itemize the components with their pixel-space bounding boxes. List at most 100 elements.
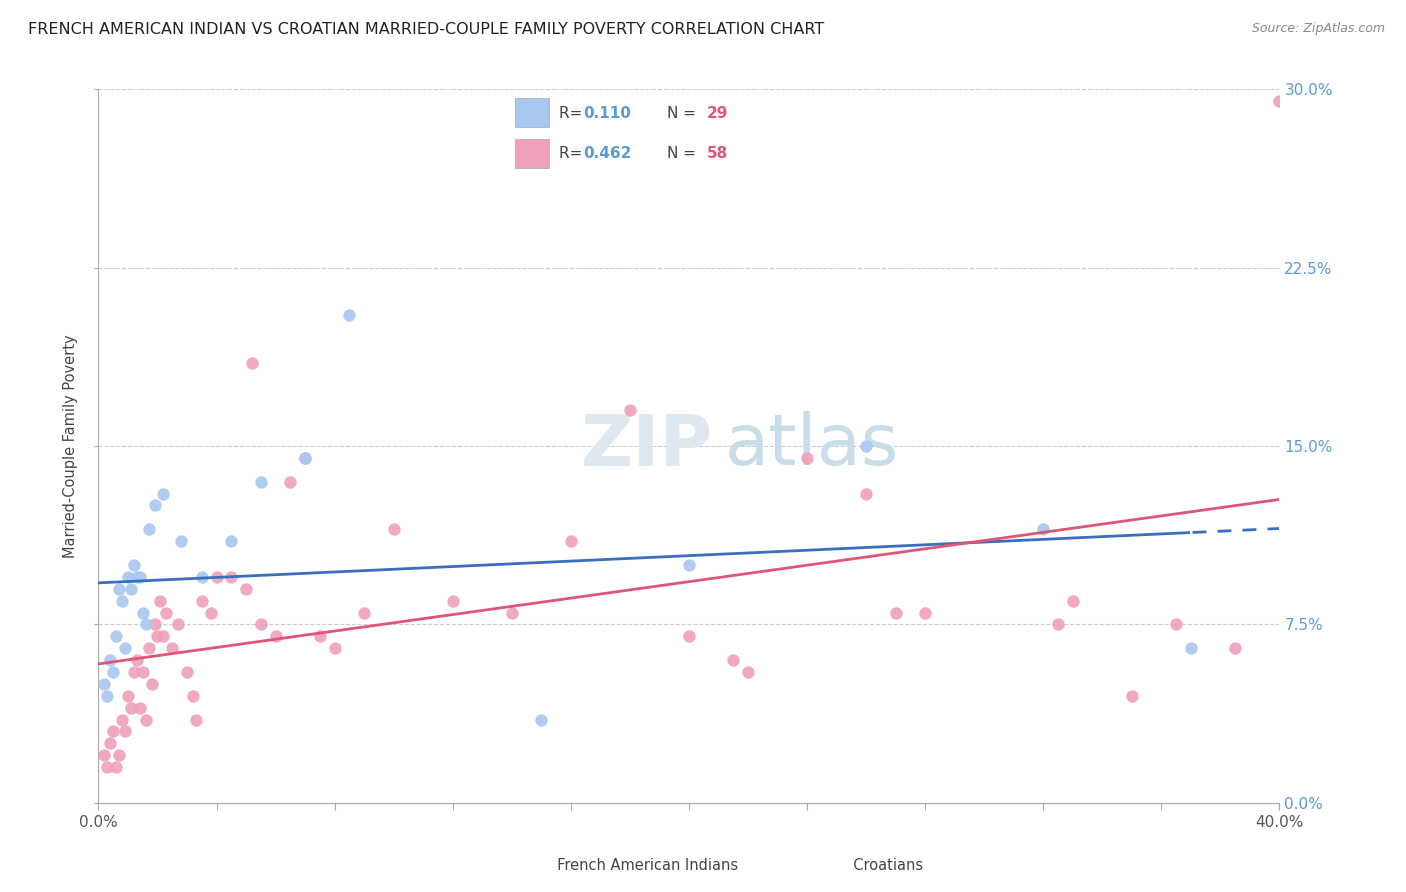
Text: French American Indians: French American Indians [548,858,738,872]
Point [152,629,174,643]
Point [737,665,759,679]
Point [93,748,115,763]
Point [125,570,148,584]
Point [155,606,177,620]
Point [294,450,316,465]
Point [1062,593,1084,607]
Point [240,356,263,370]
Point [114,641,136,656]
Point [339,308,360,322]
Point [1223,641,1246,656]
Point [205,570,228,584]
Point [135,617,157,632]
Point [138,522,160,536]
Point [143,617,166,632]
Point [191,593,214,607]
Point [855,439,877,453]
Point [138,641,160,656]
Text: 0.462: 0.462 [583,146,631,161]
Point [114,724,136,739]
Point [382,522,405,536]
Point [93,677,115,691]
Point [619,403,641,417]
Point [294,450,316,465]
Y-axis label: Married-Couple Family Poverty: Married-Couple Family Poverty [63,334,79,558]
Point [125,653,148,667]
Point [530,713,553,727]
Point [120,582,142,596]
Point [105,629,128,643]
FancyBboxPatch shape [516,139,550,168]
Point [108,748,131,763]
Point [678,629,700,643]
Point [250,617,273,632]
Text: R=: R= [558,106,586,120]
Point [184,713,207,727]
Point [170,534,193,549]
Text: 0.110: 0.110 [583,106,631,120]
Point [323,641,346,656]
Point [501,606,523,620]
Point [103,724,125,739]
Point [560,534,582,549]
Point [200,606,222,620]
Point [98,653,121,667]
Text: N =: N = [666,106,700,120]
Point [884,606,907,620]
Text: R=: R= [558,146,586,161]
Point [353,606,375,620]
Point [96,760,118,774]
Point [723,653,745,667]
Point [264,629,287,643]
Point [128,700,150,714]
Point [250,475,273,489]
Point [309,629,332,643]
Point [132,665,155,679]
Text: FRENCH AMERICAN INDIAN VS CROATIAN MARRIED-COUPLE FAMILY POVERTY CORRELATION CHA: FRENCH AMERICAN INDIAN VS CROATIAN MARRI… [28,22,824,37]
Point [191,570,214,584]
Point [1046,617,1069,632]
Point [1121,689,1143,703]
Text: N =: N = [666,146,700,161]
Point [146,629,169,643]
Text: 58: 58 [707,146,728,161]
Point [235,582,257,596]
Point [111,713,134,727]
Point [117,570,139,584]
Text: Croatians: Croatians [844,858,922,872]
Point [221,570,243,584]
Point [796,450,818,465]
Point [1032,522,1054,536]
Point [149,593,172,607]
Point [111,593,134,607]
Point [678,558,700,572]
FancyBboxPatch shape [516,98,550,127]
Point [1164,617,1187,632]
Point [181,689,204,703]
Point [855,486,877,500]
Text: atlas: atlas [724,411,898,481]
Point [441,593,464,607]
Point [117,689,139,703]
Text: 29: 29 [707,106,728,120]
Point [122,558,145,572]
Text: ZIP: ZIP [581,411,713,481]
Point [128,570,150,584]
Point [120,700,142,714]
Text: Source: ZipAtlas.com: Source: ZipAtlas.com [1251,22,1385,36]
Point [167,617,190,632]
Point [278,475,302,489]
Point [105,760,128,774]
Point [1268,94,1291,108]
Point [1180,641,1202,656]
Point [122,665,145,679]
Point [98,736,121,750]
Point [96,689,118,703]
Point [143,499,166,513]
Point [132,606,155,620]
Point [103,665,125,679]
Point [141,677,163,691]
Point [914,606,936,620]
Point [108,582,131,596]
Point [176,665,198,679]
